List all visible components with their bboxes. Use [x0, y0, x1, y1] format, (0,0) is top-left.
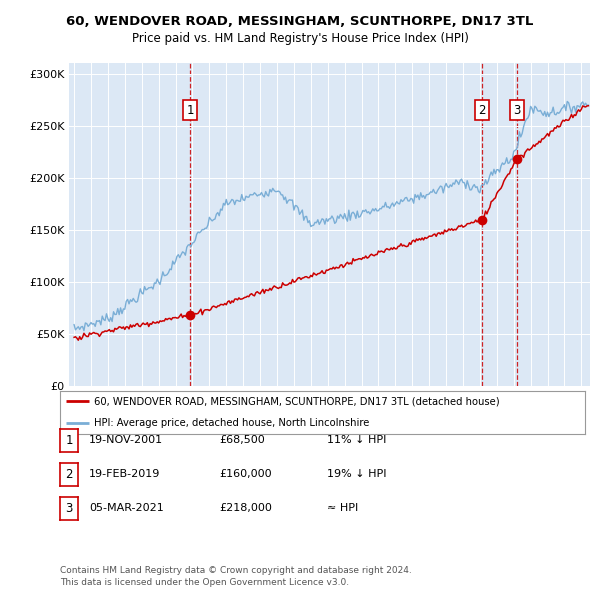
Text: £68,500: £68,500 [219, 435, 265, 445]
Text: 2: 2 [478, 103, 486, 116]
Text: HPI: Average price, detached house, North Lincolnshire: HPI: Average price, detached house, Nort… [94, 418, 370, 428]
Text: 2: 2 [65, 468, 73, 481]
Text: 1: 1 [187, 103, 194, 116]
Text: £218,000: £218,000 [219, 503, 272, 513]
Text: 60, WENDOVER ROAD, MESSINGHAM, SCUNTHORPE, DN17 3TL (detached house): 60, WENDOVER ROAD, MESSINGHAM, SCUNTHORP… [94, 396, 500, 407]
Text: ≈ HPI: ≈ HPI [327, 503, 358, 513]
Text: 19% ↓ HPI: 19% ↓ HPI [327, 469, 386, 479]
Text: Price paid vs. HM Land Registry's House Price Index (HPI): Price paid vs. HM Land Registry's House … [131, 32, 469, 45]
Text: 3: 3 [65, 502, 73, 514]
Text: 1: 1 [65, 434, 73, 447]
Text: 3: 3 [513, 103, 520, 116]
Text: 19-NOV-2001: 19-NOV-2001 [89, 435, 163, 445]
Text: 11% ↓ HPI: 11% ↓ HPI [327, 435, 386, 445]
Text: Contains HM Land Registry data © Crown copyright and database right 2024.
This d: Contains HM Land Registry data © Crown c… [60, 566, 412, 587]
Text: 19-FEB-2019: 19-FEB-2019 [89, 469, 160, 479]
Text: 05-MAR-2021: 05-MAR-2021 [89, 503, 164, 513]
Text: 60, WENDOVER ROAD, MESSINGHAM, SCUNTHORPE, DN17 3TL: 60, WENDOVER ROAD, MESSINGHAM, SCUNTHORP… [67, 15, 533, 28]
Text: £160,000: £160,000 [219, 469, 272, 479]
